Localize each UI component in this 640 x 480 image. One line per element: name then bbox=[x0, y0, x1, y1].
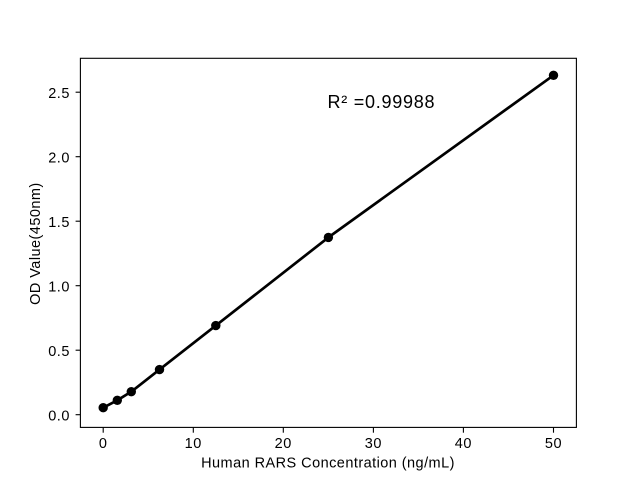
svg-text:0.0: 0.0 bbox=[48, 408, 70, 424]
svg-text:0.5: 0.5 bbox=[48, 344, 70, 360]
svg-text:2.5: 2.5 bbox=[48, 86, 70, 102]
svg-text:1.0: 1.0 bbox=[48, 279, 70, 295]
svg-text:1.5: 1.5 bbox=[48, 215, 70, 231]
svg-text:50: 50 bbox=[545, 436, 562, 452]
svg-text:10: 10 bbox=[185, 436, 202, 452]
svg-text:OD Value(450nm): OD Value(450nm) bbox=[28, 182, 44, 305]
svg-text:2.0: 2.0 bbox=[48, 150, 70, 166]
svg-text:30: 30 bbox=[365, 436, 382, 452]
svg-text:Human RARS Concentration (ng/m: Human RARS Concentration (ng/mL) bbox=[201, 455, 455, 471]
svg-text:R² =0.99988: R² =0.99988 bbox=[328, 92, 436, 112]
svg-text:40: 40 bbox=[455, 436, 472, 452]
svg-text:20: 20 bbox=[275, 436, 292, 452]
svg-text:0: 0 bbox=[99, 436, 108, 452]
